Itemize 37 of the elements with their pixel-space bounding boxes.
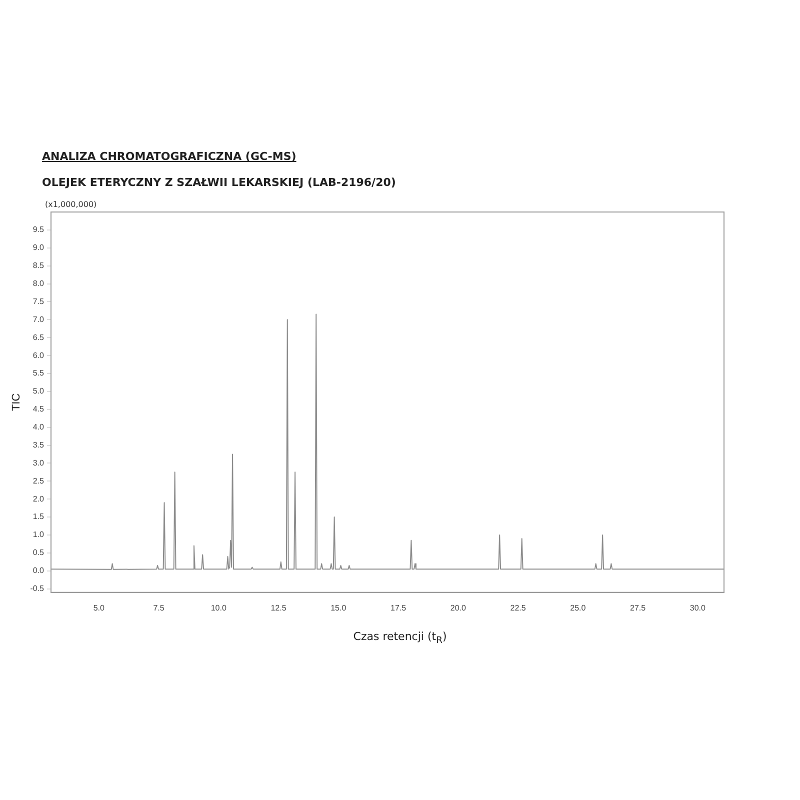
y-tick-label: 2.5 <box>32 476 45 486</box>
y-tick-label: 8.5 <box>32 261 45 270</box>
y-tick-label: 6.0 <box>32 350 45 360</box>
y-tick-label: 0.5 <box>32 548 45 558</box>
x-tick-label: 17.5 <box>390 603 407 612</box>
y-tick-label: -0.5 <box>30 584 45 594</box>
y-tick-label: 0.0 <box>32 566 45 576</box>
y-tick-label: 1.5 <box>32 512 45 522</box>
x-tick-label: 12.5 <box>270 603 287 612</box>
y-tick-label: 4.0 <box>32 422 45 432</box>
x-tick-label: 30.0 <box>690 603 706 612</box>
y-tick-label: 5.5 <box>32 368 45 378</box>
y-tick-label: 1.0 <box>32 530 45 540</box>
y-tick-label: 8.0 <box>32 278 45 288</box>
y-tick-label: 3.5 <box>32 440 45 450</box>
chart-subtitle: OLEJEK ETERYCZNY Z SZAŁWII LEKARSKIEJ (LAB-2196/20) <box>42 176 396 189</box>
y-tick-label: 7.0 <box>32 314 45 324</box>
x-tick-label: 27.5 <box>630 603 646 612</box>
y-tick-label: 6.5 <box>32 332 45 342</box>
x-axis-title: Czas retencji (t$_{R}$) <box>352 630 448 646</box>
chart-title: ANALIZA CHROMATOGRAFICZNA (GC-MS) <box>42 150 296 163</box>
x-tick-label: 15.0 <box>330 603 347 612</box>
y-tick-label: 3.0 <box>32 458 45 468</box>
x-tick-label: 7.5 <box>153 603 165 612</box>
y-tick-label: 2.0 <box>32 494 45 504</box>
y-tick-label: 7.5 <box>32 296 45 306</box>
x-tick-label: 20.0 <box>450 603 466 612</box>
y-axis-title: TIC <box>10 393 23 412</box>
y-tick-label: 5.0 <box>32 386 45 396</box>
x-tick-label: 5.0 <box>93 603 105 612</box>
y-tick-label: 4.5 <box>32 404 45 414</box>
x-tick-label: 25.0 <box>570 603 586 612</box>
y-tick-label: 9.5 <box>32 225 45 234</box>
y-tick-label: 9.0 <box>32 243 45 252</box>
x-tick-label: 10.0 <box>210 603 227 612</box>
text: (x1,000,000) <box>44 200 97 210</box>
x-tick-label: 22.5 <box>510 603 526 612</box>
